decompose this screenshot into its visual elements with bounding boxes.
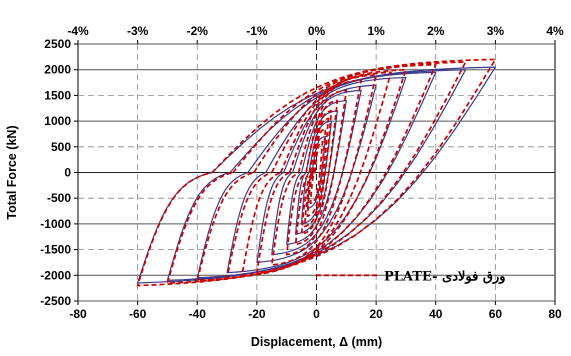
legend-label: PLATE- ورق فولادی <box>384 269 506 284</box>
y-tick-label: -2000 <box>40 268 71 282</box>
zero-lines <box>78 44 555 301</box>
hysteresis-loop <box>309 140 324 205</box>
hysteresis-loop <box>306 127 327 218</box>
hysteresis-loop <box>270 79 363 266</box>
x-tick-label: -40 <box>189 307 207 321</box>
top-tick-label: -4% <box>67 24 89 38</box>
top-tick-label: 1% <box>367 24 385 38</box>
x-axis-title: Displacement, Δ (mm) <box>251 335 382 349</box>
y-tick-label: -1500 <box>40 243 71 257</box>
hysteresis-loop <box>226 76 407 274</box>
tick-labels: -80 -60 -40 -20 0 20 40 60 80 -4% -3% -2% -1% 0% 1% 2% 3… <box>40 24 564 321</box>
x-tick-label: -80 <box>69 307 87 321</box>
y-tick-label: 0 <box>64 166 71 180</box>
x-tick-label: 0 <box>313 307 320 321</box>
y-tick-label: 500 <box>51 140 71 154</box>
top-tick-label: -3% <box>127 24 149 38</box>
top-tick-label: -2% <box>187 24 209 38</box>
series-plate <box>136 58 497 287</box>
y-tick-label: -1000 <box>40 217 71 231</box>
hysteresis-loop <box>303 117 330 228</box>
x-tick-label: -60 <box>129 307 147 321</box>
hysteresis-loop <box>301 120 332 225</box>
top-tick-label: -1% <box>246 24 268 38</box>
x-tick-label: 60 <box>489 307 503 321</box>
y-tick-label: 2000 <box>44 63 71 77</box>
x-tick-label: 80 <box>548 307 562 321</box>
hysteresis-loop <box>196 63 437 282</box>
top-tick-label: 0% <box>308 24 326 38</box>
y-tick-label: 2500 <box>44 37 71 51</box>
x-tick-label: -20 <box>248 307 266 321</box>
y-tick-label: -500 <box>47 191 71 205</box>
series-layer <box>136 58 497 287</box>
y-tick-label: -2500 <box>40 294 71 308</box>
x-tick-label: 20 <box>369 307 383 321</box>
top-tick-label: 2% <box>427 24 445 38</box>
hysteresis-loop <box>294 99 339 246</box>
hysteresis-loop <box>136 58 497 287</box>
x-tick-label: 40 <box>429 307 443 321</box>
y-tick-label: 1000 <box>44 114 71 128</box>
top-tick-label: 3% <box>487 24 505 38</box>
hysteresis-loop <box>300 109 333 236</box>
top-tick-label: 4% <box>546 24 564 38</box>
hysteresis-loop <box>241 71 392 277</box>
legend: PLATE- ورق فولادی <box>316 269 506 284</box>
y-tick-label: 1500 <box>44 88 71 102</box>
hysteresis-loop <box>226 68 407 279</box>
y-axis-title: Total Force (kN) <box>5 125 19 219</box>
hysteresis-loop <box>285 89 348 256</box>
